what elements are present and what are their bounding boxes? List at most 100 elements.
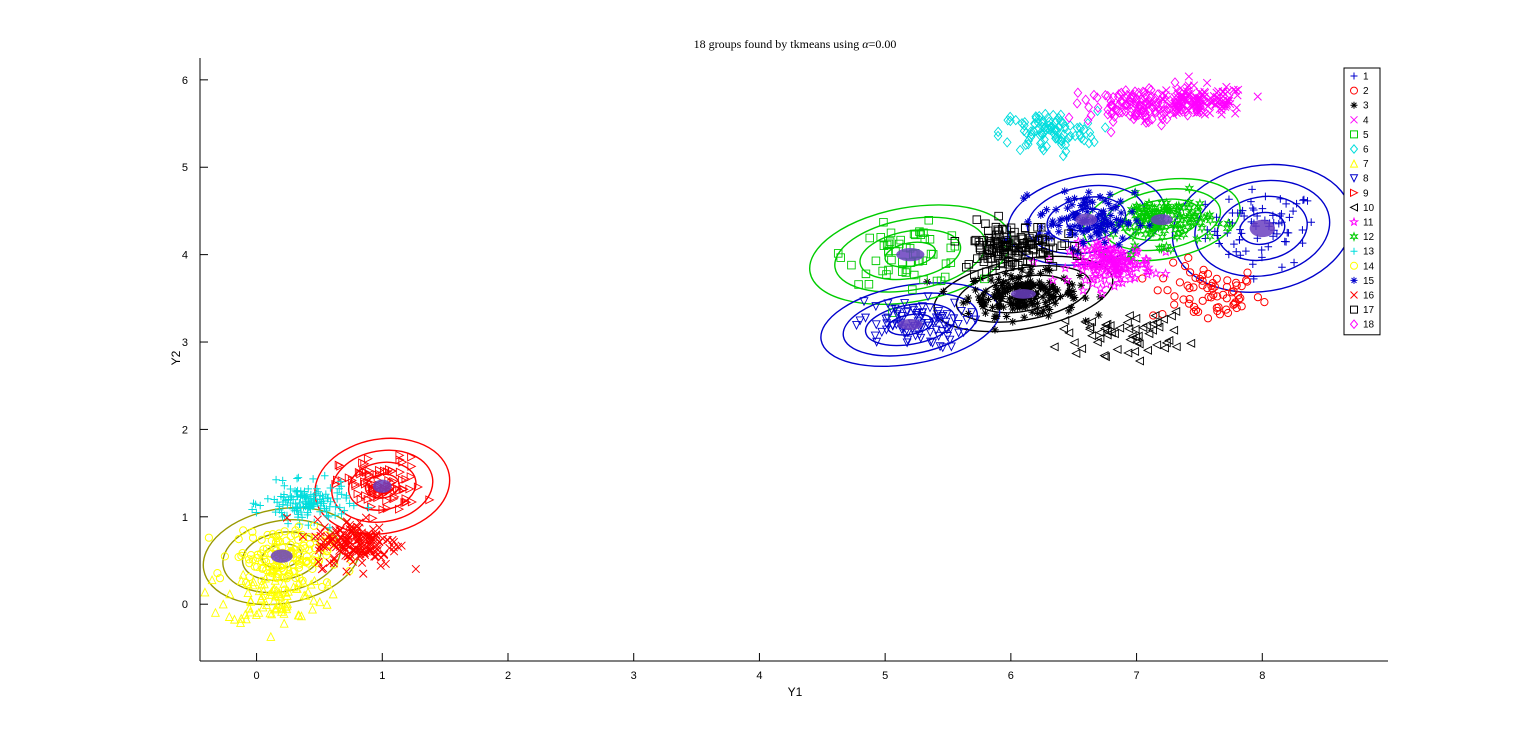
data-point <box>991 274 1001 283</box>
density-core-14 <box>270 549 293 563</box>
data-point <box>1116 96 1126 107</box>
data-point <box>925 235 935 244</box>
data-point <box>1108 107 1117 119</box>
data-point <box>1068 200 1076 209</box>
data-point <box>995 291 1003 299</box>
data-point <box>1202 78 1212 88</box>
data-point <box>1185 284 1194 293</box>
legend-marker <box>1349 174 1359 183</box>
data-point <box>1184 196 1195 208</box>
data-point <box>360 477 370 487</box>
data-point <box>1044 229 1052 238</box>
data-point <box>1052 205 1060 214</box>
data-point <box>1028 300 1036 309</box>
legend-marker <box>1350 130 1358 139</box>
data-point <box>275 502 283 511</box>
data-point <box>1002 242 1012 252</box>
data-point <box>1183 281 1192 290</box>
data-point <box>941 259 951 268</box>
data-point <box>1299 196 1307 205</box>
data-point <box>1100 122 1110 133</box>
data-point <box>1130 324 1140 334</box>
data-point <box>901 268 911 277</box>
data-point <box>908 304 918 314</box>
data-point <box>319 497 328 505</box>
data-point <box>1077 284 1089 295</box>
data-point <box>1130 187 1141 199</box>
data-point <box>1222 82 1231 92</box>
data-point <box>962 262 971 272</box>
data-point <box>854 280 863 289</box>
data-point <box>257 535 266 544</box>
data-point <box>278 573 287 582</box>
data-point <box>1156 242 1167 254</box>
data-point <box>1181 96 1190 105</box>
data-point <box>253 562 262 572</box>
data-point <box>269 584 279 594</box>
data-point <box>1203 269 1213 278</box>
data-point <box>902 338 912 348</box>
data-point <box>389 476 399 486</box>
data-point <box>971 276 979 285</box>
data-point <box>998 259 1007 269</box>
data-point <box>1000 249 1010 259</box>
data-point <box>1289 207 1297 215</box>
data-point <box>1088 273 1100 284</box>
data-point <box>1132 337 1142 347</box>
data-point <box>1010 227 1019 237</box>
data-point <box>379 466 390 476</box>
data-point <box>1229 300 1238 309</box>
data-point <box>257 590 267 601</box>
data-point <box>1232 103 1241 112</box>
data-point <box>928 250 938 259</box>
legend-marker <box>1350 115 1358 124</box>
data-point <box>1198 89 1207 98</box>
legend-label: 6 <box>1363 145 1369 156</box>
legend-entry-14: 14 <box>1350 261 1375 272</box>
data-point <box>936 276 946 285</box>
data-point <box>1049 293 1057 301</box>
data-point <box>1199 265 1208 274</box>
data-point <box>315 597 325 607</box>
data-point <box>1129 240 1140 252</box>
data-point <box>1101 227 1110 236</box>
data-point <box>871 302 881 312</box>
data-point <box>1034 240 1043 250</box>
data-point <box>1084 324 1094 334</box>
data-point <box>1063 290 1072 298</box>
data-point <box>1189 210 1200 222</box>
data-point <box>903 335 913 345</box>
data-point <box>1104 199 1113 208</box>
data-point <box>1058 150 1068 162</box>
scatter-points-layer <box>200 72 1316 641</box>
data-point <box>1079 124 1089 135</box>
data-point <box>1248 204 1257 212</box>
data-point <box>994 275 1003 284</box>
data-point <box>979 291 988 299</box>
data-point <box>1039 306 1048 315</box>
legend-label: 3 <box>1363 101 1369 112</box>
data-point <box>295 520 304 528</box>
data-point <box>1044 254 1054 263</box>
y-tick-label: 3 <box>182 337 188 349</box>
data-point <box>1300 195 1308 204</box>
data-point <box>273 498 281 507</box>
data-point <box>917 302 927 312</box>
data-point <box>878 266 887 276</box>
data-point <box>1273 230 1281 238</box>
legend-label: 5 <box>1363 130 1369 141</box>
data-point <box>260 555 269 564</box>
y-tick-label: 2 <box>182 424 188 436</box>
data-point <box>1178 94 1188 106</box>
data-point <box>251 609 261 619</box>
data-point <box>1235 235 1244 244</box>
data-point <box>1189 307 1198 316</box>
data-point <box>304 533 313 542</box>
data-point <box>376 561 385 570</box>
data-point <box>1138 323 1148 333</box>
data-point <box>355 552 365 561</box>
data-point <box>979 298 988 307</box>
data-point <box>1181 106 1191 117</box>
data-point <box>1018 266 1026 274</box>
data-point <box>1064 112 1074 123</box>
